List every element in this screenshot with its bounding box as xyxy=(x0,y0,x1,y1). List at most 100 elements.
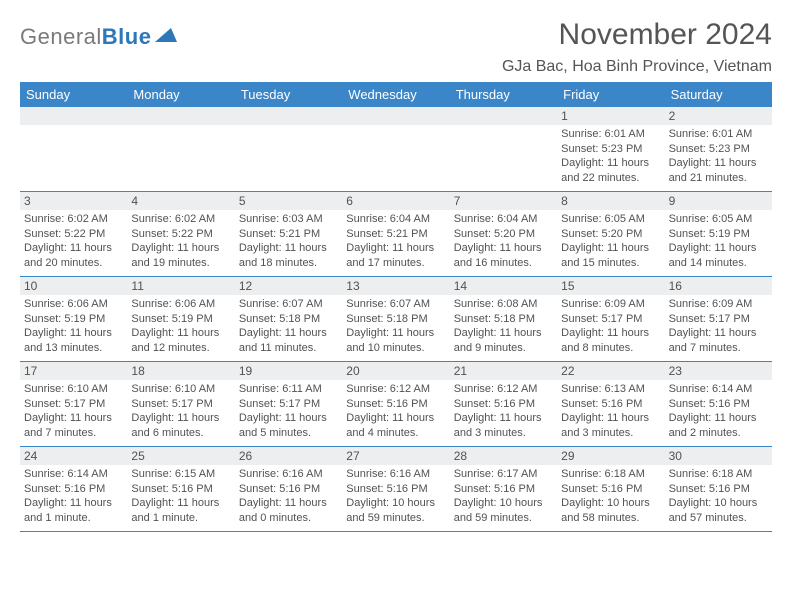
day-cell: 5Sunrise: 6:03 AMSunset: 5:21 PMDaylight… xyxy=(235,192,342,276)
daylight-text: Daylight: 11 hours and 4 minutes. xyxy=(346,411,445,440)
day-number: 1 xyxy=(557,107,664,125)
location: GJa Bac, Hoa Binh Province, Vietnam xyxy=(502,58,772,76)
calendar: Sunday Monday Tuesday Wednesday Thursday… xyxy=(20,82,772,532)
sunset-text: Sunset: 5:23 PM xyxy=(561,142,660,157)
sunrise-text: Sunrise: 6:15 AM xyxy=(131,467,230,482)
daylight-text: Daylight: 11 hours and 1 minute. xyxy=(131,496,230,525)
daylight-text: Daylight: 11 hours and 14 minutes. xyxy=(669,241,768,270)
daylight-text: Daylight: 11 hours and 9 minutes. xyxy=(454,326,553,355)
day-number: 15 xyxy=(557,277,664,295)
sunset-text: Sunset: 5:20 PM xyxy=(561,227,660,242)
day-cell: 25Sunrise: 6:15 AMSunset: 5:16 PMDayligh… xyxy=(127,447,234,531)
sunset-text: Sunset: 5:17 PM xyxy=(669,312,768,327)
sunset-text: Sunset: 5:19 PM xyxy=(24,312,123,327)
daylight-text: Daylight: 11 hours and 10 minutes. xyxy=(346,326,445,355)
sunset-text: Sunset: 5:20 PM xyxy=(454,227,553,242)
day-body: Sunrise: 6:18 AMSunset: 5:16 PMDaylight:… xyxy=(665,465,772,531)
day-number: 24 xyxy=(20,447,127,465)
day-number: 28 xyxy=(450,447,557,465)
day-body xyxy=(235,125,342,183)
day-body: Sunrise: 6:06 AMSunset: 5:19 PMDaylight:… xyxy=(20,295,127,361)
daylight-text: Daylight: 11 hours and 12 minutes. xyxy=(131,326,230,355)
day-cell xyxy=(235,107,342,191)
day-cell: 24Sunrise: 6:14 AMSunset: 5:16 PMDayligh… xyxy=(20,447,127,531)
daylight-text: Daylight: 10 hours and 58 minutes. xyxy=(561,496,660,525)
day-number xyxy=(235,107,342,125)
day-cell: 10Sunrise: 6:06 AMSunset: 5:19 PMDayligh… xyxy=(20,277,127,361)
day-body xyxy=(20,125,127,183)
day-number: 5 xyxy=(235,192,342,210)
sunset-text: Sunset: 5:18 PM xyxy=(454,312,553,327)
sunrise-text: Sunrise: 6:07 AM xyxy=(346,297,445,312)
day-body: Sunrise: 6:18 AMSunset: 5:16 PMDaylight:… xyxy=(557,465,664,531)
daylight-text: Daylight: 11 hours and 7 minutes. xyxy=(24,411,123,440)
day-cell: 7Sunrise: 6:04 AMSunset: 5:20 PMDaylight… xyxy=(450,192,557,276)
day-number: 11 xyxy=(127,277,234,295)
day-number: 18 xyxy=(127,362,234,380)
sunrise-text: Sunrise: 6:18 AM xyxy=(669,467,768,482)
weekday-sun: Sunday xyxy=(20,82,127,107)
day-cell: 29Sunrise: 6:18 AMSunset: 5:16 PMDayligh… xyxy=(557,447,664,531)
sunrise-text: Sunrise: 6:10 AM xyxy=(24,382,123,397)
day-body: Sunrise: 6:15 AMSunset: 5:16 PMDaylight:… xyxy=(127,465,234,531)
sunrise-text: Sunrise: 6:16 AM xyxy=(239,467,338,482)
day-body xyxy=(342,125,449,183)
weekday-header: Sunday Monday Tuesday Wednesday Thursday… xyxy=(20,82,772,107)
sunset-text: Sunset: 5:16 PM xyxy=(454,397,553,412)
sunset-text: Sunset: 5:16 PM xyxy=(561,482,660,497)
day-body: Sunrise: 6:16 AMSunset: 5:16 PMDaylight:… xyxy=(342,465,449,531)
day-cell: 6Sunrise: 6:04 AMSunset: 5:21 PMDaylight… xyxy=(342,192,449,276)
sunset-text: Sunset: 5:19 PM xyxy=(669,227,768,242)
day-body: Sunrise: 6:03 AMSunset: 5:21 PMDaylight:… xyxy=(235,210,342,276)
day-body: Sunrise: 6:12 AMSunset: 5:16 PMDaylight:… xyxy=(450,380,557,446)
day-number: 10 xyxy=(20,277,127,295)
day-cell xyxy=(20,107,127,191)
week-row: 10Sunrise: 6:06 AMSunset: 5:19 PMDayligh… xyxy=(20,277,772,362)
day-cell: 27Sunrise: 6:16 AMSunset: 5:16 PMDayligh… xyxy=(342,447,449,531)
sunset-text: Sunset: 5:16 PM xyxy=(561,397,660,412)
daylight-text: Daylight: 11 hours and 3 minutes. xyxy=(454,411,553,440)
day-body: Sunrise: 6:10 AMSunset: 5:17 PMDaylight:… xyxy=(20,380,127,446)
sunset-text: Sunset: 5:16 PM xyxy=(239,482,338,497)
sunset-text: Sunset: 5:17 PM xyxy=(239,397,338,412)
daylight-text: Daylight: 11 hours and 17 minutes. xyxy=(346,241,445,270)
sunset-text: Sunset: 5:16 PM xyxy=(346,482,445,497)
sunrise-text: Sunrise: 6:12 AM xyxy=(454,382,553,397)
sunrise-text: Sunrise: 6:16 AM xyxy=(346,467,445,482)
sunrise-text: Sunrise: 6:11 AM xyxy=(239,382,338,397)
day-body: Sunrise: 6:16 AMSunset: 5:16 PMDaylight:… xyxy=(235,465,342,531)
daylight-text: Daylight: 11 hours and 16 minutes. xyxy=(454,241,553,270)
day-body: Sunrise: 6:12 AMSunset: 5:16 PMDaylight:… xyxy=(342,380,449,446)
week-row: 17Sunrise: 6:10 AMSunset: 5:17 PMDayligh… xyxy=(20,362,772,447)
sunset-text: Sunset: 5:22 PM xyxy=(131,227,230,242)
day-number: 3 xyxy=(20,192,127,210)
daylight-text: Daylight: 11 hours and 18 minutes. xyxy=(239,241,338,270)
day-cell: 12Sunrise: 6:07 AMSunset: 5:18 PMDayligh… xyxy=(235,277,342,361)
day-number: 25 xyxy=(127,447,234,465)
weekday-thu: Thursday xyxy=(450,82,557,107)
sunrise-text: Sunrise: 6:05 AM xyxy=(669,212,768,227)
day-cell: 2Sunrise: 6:01 AMSunset: 5:23 PMDaylight… xyxy=(665,107,772,191)
day-body xyxy=(127,125,234,183)
daylight-text: Daylight: 11 hours and 19 minutes. xyxy=(131,241,230,270)
day-body: Sunrise: 6:17 AMSunset: 5:16 PMDaylight:… xyxy=(450,465,557,531)
month-title: November 2024 xyxy=(502,18,772,52)
day-number xyxy=(127,107,234,125)
week-row: 3Sunrise: 6:02 AMSunset: 5:22 PMDaylight… xyxy=(20,192,772,277)
sunrise-text: Sunrise: 6:09 AM xyxy=(669,297,768,312)
logo-text-blue: Blue xyxy=(102,24,152,49)
day-body: Sunrise: 6:05 AMSunset: 5:19 PMDaylight:… xyxy=(665,210,772,276)
daylight-text: Daylight: 10 hours and 59 minutes. xyxy=(454,496,553,525)
sunset-text: Sunset: 5:21 PM xyxy=(346,227,445,242)
day-body: Sunrise: 6:09 AMSunset: 5:17 PMDaylight:… xyxy=(665,295,772,361)
sunrise-text: Sunrise: 6:02 AM xyxy=(24,212,123,227)
day-number: 20 xyxy=(342,362,449,380)
sunrise-text: Sunrise: 6:01 AM xyxy=(561,127,660,142)
day-number: 4 xyxy=(127,192,234,210)
sunrise-text: Sunrise: 6:06 AM xyxy=(24,297,123,312)
day-number xyxy=(20,107,127,125)
day-number: 14 xyxy=(450,277,557,295)
daylight-text: Daylight: 11 hours and 2 minutes. xyxy=(669,411,768,440)
logo-text-general: General xyxy=(20,24,102,49)
day-body: Sunrise: 6:05 AMSunset: 5:20 PMDaylight:… xyxy=(557,210,664,276)
